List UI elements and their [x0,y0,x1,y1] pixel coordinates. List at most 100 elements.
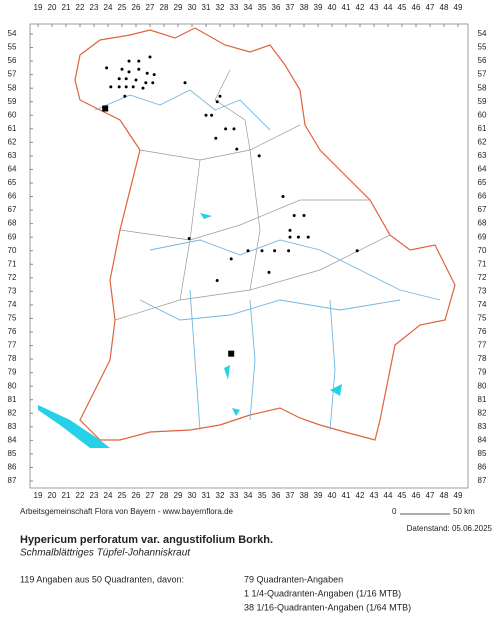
column-label: 22 [76,491,85,500]
record-dot [287,249,291,253]
record-dot [123,94,127,98]
column-label: 22 [76,3,85,12]
count: 38 1/16-Quadranten-Angaben (1/64 MTB) [244,602,411,612]
record-dot [215,100,219,104]
row-label: 60 [478,110,487,119]
column-label: 23 [90,491,99,500]
row-label: 82 [478,408,487,417]
credit: Arbeitsgemeinschaft Flora von Bayern - w… [20,507,234,516]
column-label: 48 [440,3,449,12]
column-label: 26 [132,491,141,500]
record-dot [214,136,218,140]
row-label: 87 [8,476,17,485]
column-label: 42 [356,491,365,500]
column-label: 28 [160,3,169,12]
record-dot [218,94,222,98]
record-dot [281,195,285,199]
column-label: 31 [202,491,211,500]
column-label: 31 [202,3,211,12]
record-dot [137,59,141,63]
species-subtitle: Schmalblättriges Tüpfel-Johanniskraut [20,548,191,559]
column-label: 34 [244,491,253,500]
row-label: 72 [8,273,17,282]
row-label: 85 [478,449,487,458]
record-dot [127,70,131,74]
column-label: 34 [244,3,253,12]
record-dot [210,113,214,117]
column-label: 30 [188,491,197,500]
record-dot [152,73,156,77]
record-dot [109,85,113,89]
column-label: 37 [286,491,295,500]
row-label: 61 [8,124,17,133]
row-label: 81 [478,395,487,404]
record-dot [105,66,109,70]
row-label: 87 [478,476,487,485]
grid-labels: 19 19 20 20 21 21 22 22 23 23 24 24 25 25 26 26 27 27 28 28… [8,3,487,500]
column-label: 45 [398,3,407,12]
column-label: 40 [328,3,337,12]
date: Datenstand: 05.06.2025 [407,524,493,533]
column-label: 19 [34,491,43,500]
column-label: 47 [426,3,435,12]
row-label: 62 [478,137,487,146]
column-label: 46 [412,3,421,12]
record-dot [124,85,128,89]
column-label: 29 [174,491,183,500]
row-label: 56 [478,56,487,65]
row-label: 64 [8,165,17,174]
row-label: 80 [8,381,17,390]
row-label: 59 [478,97,487,106]
row-label: 71 [8,259,17,268]
column-label: 41 [342,3,351,12]
row-label: 67 [478,205,487,214]
river [149,239,441,301]
row-label: 58 [8,83,17,92]
district-borders [114,69,391,321]
column-label: 47 [426,491,435,500]
record-dot [302,214,306,218]
row-label: 75 [8,314,17,323]
record-dot [145,71,149,75]
record-dot [187,237,191,241]
column-label: 25 [118,3,127,12]
map-frame [29,23,469,489]
row-label: 76 [478,327,487,336]
record-dot [148,55,152,59]
row-label: 73 [8,286,17,295]
record-dot [224,127,228,131]
record-dot [137,67,141,71]
column-label: 42 [356,3,365,12]
record-square [102,105,109,112]
record-dot [141,86,145,90]
row-label: 65 [478,178,487,187]
record-dot [246,249,250,253]
row-label: 84 [8,435,17,444]
row-label: 83 [478,422,487,431]
row-label: 61 [478,124,487,133]
rivers [94,89,441,431]
row-label: 85 [8,449,17,458]
row-label: 57 [478,70,487,79]
row-label: 63 [8,151,17,160]
row-label: 86 [478,463,487,472]
column-label: 49 [454,491,463,500]
species-title: Hypericum perforatum var. angustifolium … [20,534,273,546]
row-label: 79 [8,368,17,377]
column-label: 35 [258,3,267,12]
column-label: 30 [188,3,197,12]
column-label: 49 [454,3,463,12]
column-label: 26 [132,3,141,12]
column-label: 27 [146,491,155,500]
records [102,55,359,357]
column-label: 46 [412,491,421,500]
column-label: 21 [62,3,71,12]
river [94,89,271,131]
record-dot [288,235,292,239]
record-dot [273,249,277,253]
row-label: 81 [8,395,17,404]
column-label: 43 [370,3,379,12]
record-dot [124,77,128,81]
record-dot [267,270,271,274]
row-label: 69 [478,232,487,241]
